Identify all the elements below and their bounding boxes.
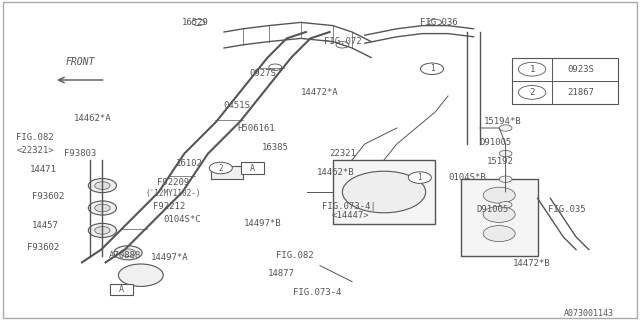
Circle shape [483,206,515,222]
Text: D91005: D91005 [477,205,509,214]
Circle shape [88,179,116,193]
Text: FIG.036: FIG.036 [420,18,457,27]
Circle shape [114,246,142,260]
Text: 16529: 16529 [182,18,209,27]
Circle shape [209,162,232,174]
Bar [333,160,435,224]
Text: ('12MY1102-): ('12MY1102-) [145,189,200,198]
Text: 1: 1 [529,65,535,74]
Text: 15194*B: 15194*B [484,117,521,126]
Text: 2: 2 [218,164,223,172]
Text: D91005: D91005 [480,138,512,147]
Circle shape [192,19,205,26]
Bar [461,179,538,256]
Circle shape [499,202,512,208]
Circle shape [499,150,512,157]
Circle shape [499,125,512,131]
Text: 0451S: 0451S [223,101,250,110]
Text: 16385: 16385 [262,143,289,152]
Text: 14472*A: 14472*A [301,88,339,97]
Text: 14877: 14877 [268,269,295,278]
Text: FIG.073-4|: FIG.073-4| [322,202,376,211]
Circle shape [95,227,110,234]
Circle shape [518,62,546,76]
Text: 14462*A: 14462*A [74,114,111,123]
Circle shape [88,201,116,215]
Text: <22321>: <22321> [17,146,54,155]
Circle shape [269,64,282,70]
Text: FIG.035: FIG.035 [548,205,585,214]
Text: 0104S*C: 0104S*C [164,215,201,224]
Text: 14472*B: 14472*B [513,260,550,268]
Text: H506161: H506161 [237,124,275,132]
Circle shape [429,19,442,26]
Text: F92212: F92212 [154,202,186,211]
Text: 2: 2 [529,88,535,97]
Text: 15192: 15192 [487,157,514,166]
Text: F92209: F92209 [157,178,189,187]
Text: FIG.072: FIG.072 [324,37,361,46]
Text: 14457: 14457 [31,221,58,230]
Text: FIG.082: FIG.082 [17,133,54,142]
Text: A: A [250,164,255,172]
Circle shape [499,176,512,182]
Circle shape [336,42,349,48]
Circle shape [95,182,110,189]
Text: 0104S*B: 0104S*B [449,173,486,182]
Text: FIG.073-4: FIG.073-4 [292,288,341,297]
Text: 14471: 14471 [30,165,57,174]
Circle shape [483,226,515,242]
Text: A70888: A70888 [109,252,141,260]
Circle shape [408,172,431,183]
Circle shape [420,63,444,75]
Text: FIG.082: FIG.082 [276,252,313,260]
Text: F93602: F93602 [28,244,60,252]
Text: F93602: F93602 [32,192,64,201]
Text: 14497*B: 14497*B [244,220,281,228]
Circle shape [120,249,136,257]
Text: 1: 1 [429,64,435,73]
Text: 1: 1 [417,173,422,182]
Circle shape [118,264,163,286]
Circle shape [88,223,116,237]
Circle shape [483,187,515,203]
Bar [241,162,264,174]
Text: 14462*B: 14462*B [317,168,355,177]
Text: 16102: 16102 [175,159,202,168]
Text: FRONT: FRONT [65,57,95,67]
Circle shape [518,85,546,99]
Text: A: A [119,285,124,294]
Text: F93803: F93803 [64,149,96,158]
Circle shape [95,204,110,212]
Text: 0927S: 0927S [249,69,276,78]
Bar [512,58,618,104]
Text: 14497*A: 14497*A [151,253,188,262]
Text: <14447>: <14447> [332,212,369,220]
Bar [110,284,133,295]
Text: A073001143: A073001143 [564,309,614,318]
Circle shape [342,171,426,213]
Text: 22321: 22321 [329,149,356,158]
Text: 21867: 21867 [567,88,594,97]
Text: 0923S: 0923S [567,65,594,74]
Bar [211,166,243,179]
